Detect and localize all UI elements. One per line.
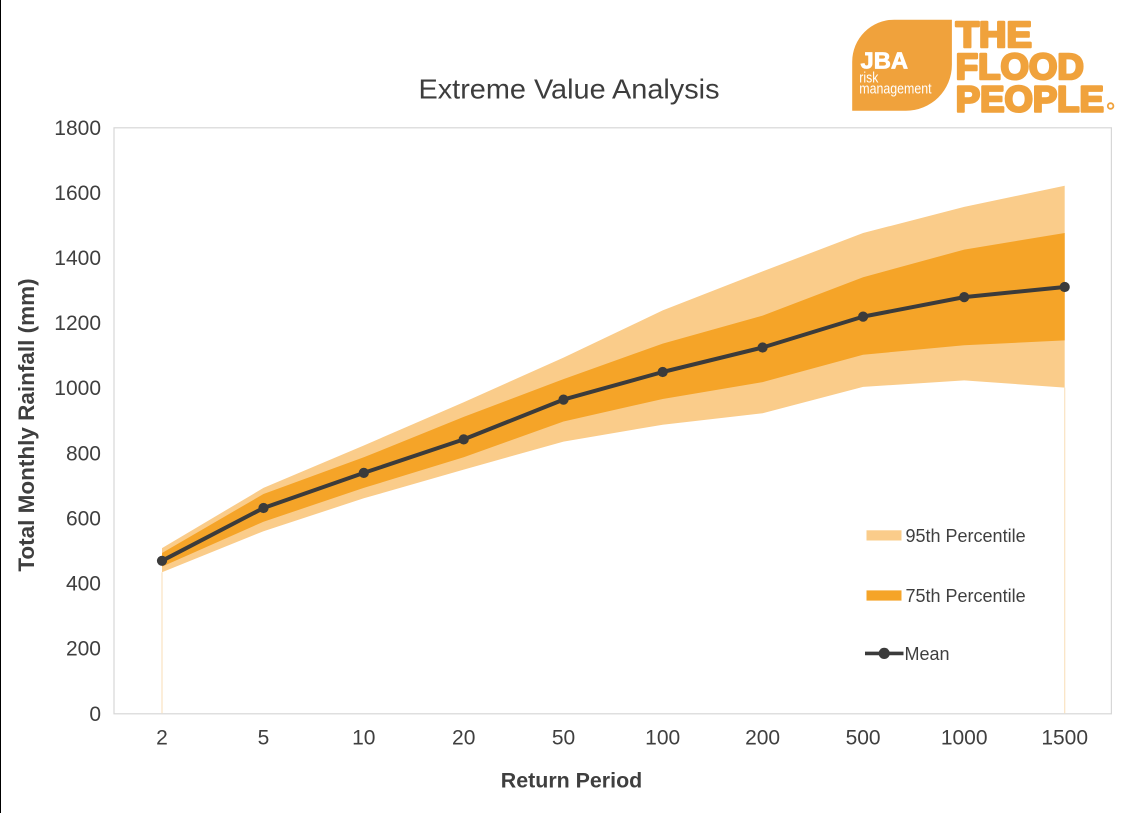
svg-text:1800: 1800	[54, 117, 101, 140]
svg-text:200: 200	[66, 638, 101, 661]
svg-text:400: 400	[66, 573, 101, 596]
svg-text:THE: THE	[956, 14, 1032, 55]
svg-text:management: management	[859, 81, 931, 97]
svg-text:500: 500	[846, 727, 881, 750]
svg-text:Return Period: Return Period	[501, 769, 642, 793]
svg-text:Total Monthly Rainfall (mm): Total Monthly Rainfall (mm)	[14, 278, 39, 571]
svg-text:100: 100	[645, 727, 680, 750]
svg-text:2: 2	[156, 727, 168, 750]
svg-text:1000: 1000	[941, 727, 988, 750]
svg-text:1200: 1200	[54, 312, 101, 335]
svg-text:Mean: Mean	[905, 644, 950, 664]
svg-text:risk: risk	[859, 70, 879, 86]
svg-text:1000: 1000	[54, 377, 101, 400]
svg-text:600: 600	[66, 508, 101, 531]
svg-text:75th Percentile: 75th Percentile	[906, 586, 1026, 606]
svg-text:95th Percentile: 95th Percentile	[906, 526, 1026, 546]
svg-text:800: 800	[66, 442, 101, 465]
svg-text:JBA: JBA	[861, 48, 909, 74]
svg-text:Extreme Value Analysis: Extreme Value Analysis	[419, 73, 720, 105]
svg-text:1500: 1500	[1041, 727, 1088, 750]
svg-text:5: 5	[258, 727, 270, 750]
svg-text:200: 200	[745, 727, 780, 750]
svg-text:1600: 1600	[54, 182, 101, 205]
svg-text:1400: 1400	[54, 247, 101, 270]
svg-text:20: 20	[452, 727, 475, 750]
svg-text:PEOPLE: PEOPLE	[956, 78, 1104, 119]
svg-text:50: 50	[552, 727, 575, 750]
svg-text:10: 10	[352, 727, 375, 750]
svg-text:0: 0	[89, 703, 101, 726]
svg-text:FLOOD: FLOOD	[956, 46, 1084, 87]
